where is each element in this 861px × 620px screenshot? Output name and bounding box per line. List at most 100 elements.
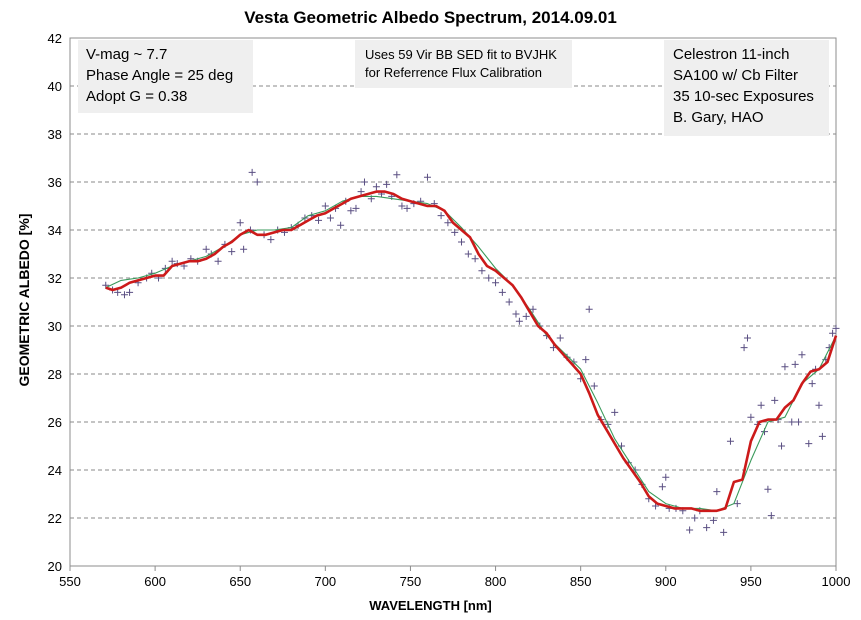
data-point <box>360 178 368 186</box>
data-point <box>662 473 670 481</box>
annotation-line: Uses 59 Vir BB SED fit to BVJHK <box>365 47 557 62</box>
y-axis-label: GEOMETRIC ALBEDO [%] <box>16 213 32 387</box>
data-point <box>733 500 741 508</box>
data-point <box>372 183 380 191</box>
plot-frame <box>69 37 837 567</box>
data-point <box>458 238 466 246</box>
data-point <box>321 202 329 210</box>
x-tick-labels: 550 600 650 700 750 800 850 900 950 1000 <box>59 566 850 589</box>
data-point <box>214 257 222 265</box>
y-tick-label: 24 <box>48 463 62 478</box>
data-point <box>767 512 775 520</box>
data-point <box>585 305 593 313</box>
x-tick-label: 950 <box>740 574 762 589</box>
y-tick-label: 40 <box>48 79 62 94</box>
data-point <box>253 178 261 186</box>
data-point <box>686 526 694 534</box>
y-tick-label: 22 <box>48 511 62 526</box>
x-tick-label: 650 <box>229 574 251 589</box>
data-point <box>757 401 765 409</box>
data-point <box>347 207 355 215</box>
data-point <box>352 204 360 212</box>
x-tick-label: 800 <box>485 574 507 589</box>
data-point <box>437 212 445 220</box>
data-point <box>120 291 128 299</box>
data-point <box>228 248 236 256</box>
data-point <box>393 171 401 179</box>
data-point <box>326 214 334 222</box>
data-point <box>829 329 837 337</box>
data-point <box>126 288 134 296</box>
data-point <box>771 396 779 404</box>
data-point <box>818 432 826 440</box>
data-point <box>267 236 275 244</box>
x-tick-label: 750 <box>400 574 422 589</box>
data-point <box>791 360 799 368</box>
data-point <box>240 245 248 253</box>
data-point <box>464 250 472 258</box>
data-point <box>795 418 803 426</box>
x-axis-label: WAVELENGTH [nm] <box>369 598 492 613</box>
data-point <box>512 310 520 318</box>
annotation-line: Phase Angle = 25 deg <box>86 67 234 84</box>
calibration-note-box: Uses 59 Vir BB SED fit to BVJHK for Refe… <box>355 40 572 88</box>
data-point <box>337 221 345 229</box>
y-tick-label: 30 <box>48 319 62 334</box>
x-tick-label: 900 <box>655 574 677 589</box>
data-point <box>726 437 734 445</box>
data-point <box>498 288 506 296</box>
annotation-line: B. Gary, HAO <box>673 109 764 126</box>
chart-title: Vesta Geometric Albedo Spectrum, 2014.09… <box>244 8 617 27</box>
data-point <box>451 228 459 236</box>
equipment-info-box: Celestron 11-inch SA100 w/ Cb Filter 35 … <box>664 40 829 136</box>
grid-lines <box>70 85 836 519</box>
data-point <box>478 267 486 275</box>
annotation-line: Celestron 11-inch <box>673 46 790 63</box>
data-point <box>202 245 210 253</box>
data-point <box>485 274 493 282</box>
y-tick-labels: 20 22 24 26 28 30 32 34 36 38 40 42 <box>48 31 62 574</box>
y-tick-label: 28 <box>48 367 62 382</box>
data-point <box>590 382 598 390</box>
data-point <box>444 219 452 227</box>
y-tick-label: 32 <box>48 271 62 286</box>
data-point <box>798 351 806 359</box>
data-point <box>740 344 748 352</box>
data-point <box>815 401 823 409</box>
data-point <box>505 298 513 306</box>
data-point <box>403 204 411 212</box>
annotation-line: SA100 w/ Cb Filter <box>673 67 799 84</box>
data-point <box>315 216 323 224</box>
data-point <box>743 334 751 342</box>
y-tick-label: 26 <box>48 415 62 430</box>
x-tick-label: 600 <box>144 574 166 589</box>
data-point <box>778 442 786 450</box>
data-point <box>611 408 619 416</box>
fit-curve <box>105 195 837 512</box>
data-point <box>582 356 590 364</box>
data-point <box>764 485 772 493</box>
data-point <box>529 305 537 313</box>
x-tick-label: 700 <box>314 574 336 589</box>
data-point <box>423 173 431 181</box>
data-point <box>788 418 796 426</box>
data-point <box>713 488 721 496</box>
data-point <box>709 516 717 524</box>
data-point <box>398 202 406 210</box>
data-point <box>556 334 564 342</box>
y-tick-label: 20 <box>48 559 62 574</box>
observation-info-box: V-mag ~ 7.7 Phase Angle = 25 deg Adopt G… <box>78 40 253 113</box>
x-tick-label: 850 <box>570 574 592 589</box>
data-point <box>808 380 816 388</box>
x-tick-label: 1000 <box>822 574 851 589</box>
data-point <box>236 219 244 227</box>
data-point <box>720 528 728 536</box>
data-point <box>492 279 500 287</box>
annotation-line: for Referrence Flux Calibration <box>365 65 543 80</box>
x-tick-label: 550 <box>59 574 81 589</box>
data-point <box>703 524 711 532</box>
y-tick-label: 38 <box>48 127 62 142</box>
data-point <box>658 483 666 491</box>
annotation-line: Adopt G = 0.38 <box>86 88 188 105</box>
data-point <box>747 413 755 421</box>
